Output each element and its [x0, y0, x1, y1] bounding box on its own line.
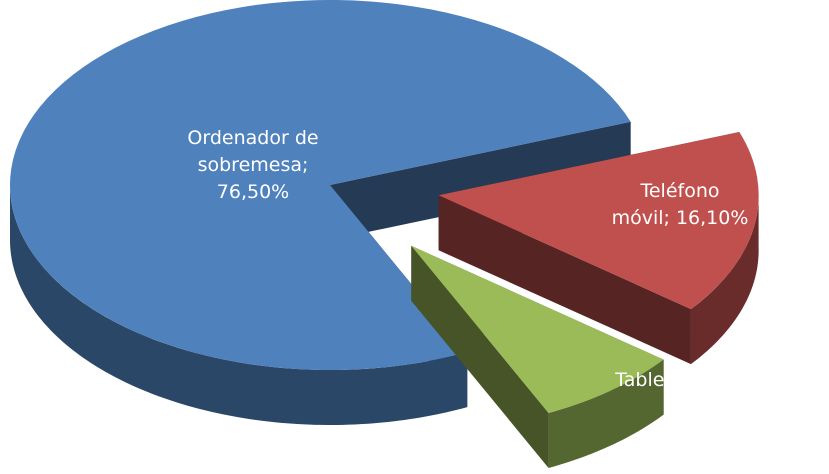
slice [438, 132, 759, 365]
slice-wall [548, 359, 664, 468]
data-label: Tablet; 7,40% [615, 368, 745, 391]
slice-top [438, 132, 759, 310]
label-box: Ordenador de sobremesa; 76,50% [187, 126, 319, 203]
slice-top [10, 0, 631, 370]
slice-face [330, 121, 631, 240]
slice-top [411, 245, 664, 413]
label-box: Tablet; 7,40% [615, 368, 745, 391]
data-label: Teléfono móvil; 16,10% [611, 180, 749, 229]
label-box: Teléfono móvil; 16,10% [611, 180, 749, 229]
slice-wall [10, 183, 468, 425]
data-label: Ordenador de sobremesa; 76,50% [187, 126, 319, 203]
slice-face [411, 245, 549, 468]
slice-face [438, 195, 691, 365]
slice-wall [690, 192, 759, 365]
slice [411, 245, 664, 468]
slice [10, 0, 631, 425]
